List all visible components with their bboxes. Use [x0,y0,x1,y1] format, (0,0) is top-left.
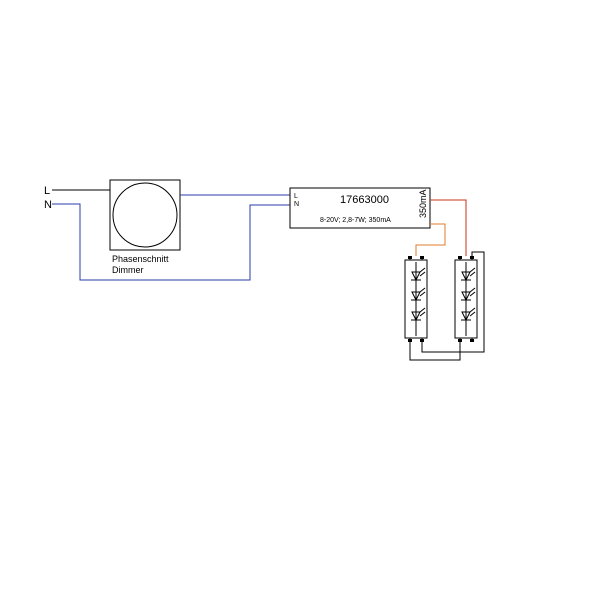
driver-out-label: 350mA [418,189,428,218]
mains-N-label: N [44,199,52,211]
dimmer-box [110,180,180,250]
driver-part-number: 17663000 [340,194,389,206]
mains-L-label: L [44,185,50,197]
driver-in-L: L [294,193,298,200]
driver-in-N: N [294,201,299,208]
dimmer-label-1: Phasenschnitt [112,254,169,264]
led-module-2 [455,256,477,342]
wiring-diagram: L N Phasenschnitt Dimmer L N 17663000 8-… [0,0,600,600]
dimmer-label-2: Dimmer [112,265,144,275]
led-module-1 [405,256,427,342]
driver-rating: 8-20V; 2,8-7W; 350mA [320,217,391,224]
wire-driver-out-neg [416,224,445,256]
wire-driver-out-pos [430,200,466,256]
wire-series-link [410,342,460,360]
